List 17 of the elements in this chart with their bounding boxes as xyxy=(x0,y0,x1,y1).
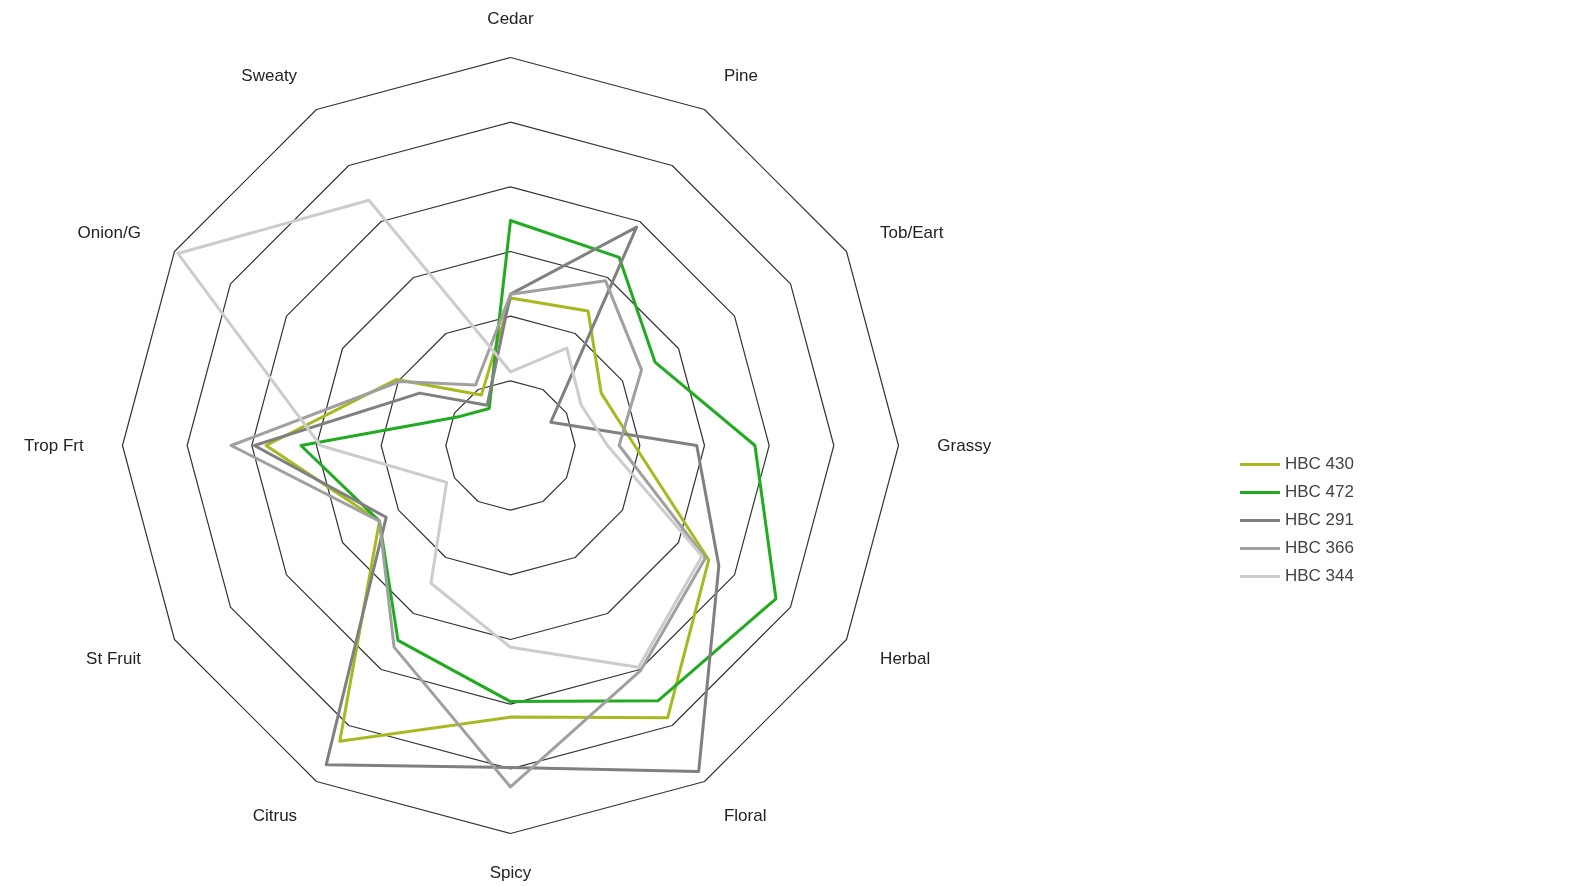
legend-label: HBC 430 xyxy=(1285,454,1354,474)
spoke-label: Pine xyxy=(723,66,758,86)
legend-label: HBC 344 xyxy=(1285,566,1354,586)
spoke-label: Onion/G xyxy=(77,222,141,242)
legend-label: HBC 472 xyxy=(1285,482,1354,502)
spoke-label: Spicy xyxy=(489,862,532,882)
spoke-label: Citrus xyxy=(252,805,298,825)
spoke-label: Cedar xyxy=(487,9,534,29)
spoke-label: St Fruit xyxy=(86,649,142,669)
spoke-label: Sweaty xyxy=(241,66,298,86)
spoke-label: Tob/Eart xyxy=(880,222,944,242)
spoke-label: Herbal xyxy=(880,649,931,669)
spoke-label: Trop Frt xyxy=(23,436,84,455)
spoke-label: Floral xyxy=(723,805,767,825)
spoke-label: Grassy xyxy=(937,436,992,455)
legend-label: HBC 291 xyxy=(1285,510,1354,530)
legend-label: HBC 366 xyxy=(1285,538,1354,558)
